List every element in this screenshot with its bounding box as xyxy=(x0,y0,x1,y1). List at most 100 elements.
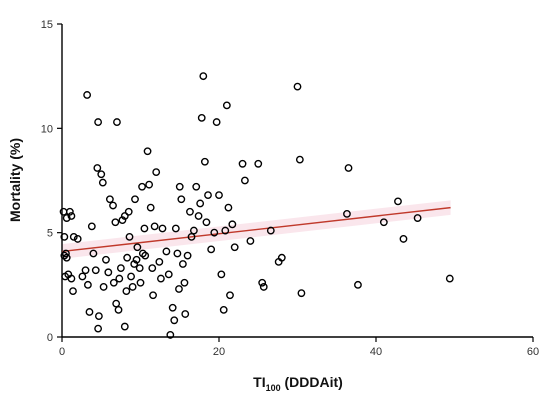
data-point xyxy=(94,312,103,321)
data-point xyxy=(120,212,129,220)
data-point xyxy=(127,272,135,281)
data-point xyxy=(131,195,139,204)
x-tick-label: 20 xyxy=(213,346,225,358)
data-point xyxy=(62,214,71,222)
data-point xyxy=(186,207,194,216)
data-point xyxy=(189,226,198,235)
data-point xyxy=(258,278,267,287)
axes xyxy=(61,24,533,338)
data-point xyxy=(125,232,134,241)
data-point xyxy=(132,255,141,264)
data-point xyxy=(157,274,165,283)
data-point xyxy=(183,251,192,260)
data-point xyxy=(155,257,164,266)
x-axis-title: TI100 (DDDAit) xyxy=(253,374,343,393)
data-point xyxy=(118,216,127,225)
x-tick-label: 60 xyxy=(527,346,539,358)
ticks: 0 5 10 15 0 20 40 60 xyxy=(41,19,539,358)
data-point xyxy=(89,249,98,258)
data-point xyxy=(148,264,157,273)
data-point xyxy=(295,155,304,164)
data-point xyxy=(241,176,249,185)
data-point xyxy=(85,308,94,316)
data-point xyxy=(399,235,408,243)
y-axis-title: Mortality (%) xyxy=(7,138,23,222)
data-point xyxy=(73,235,82,243)
data-point xyxy=(99,283,108,291)
data-point xyxy=(114,305,123,314)
data-point xyxy=(83,91,92,99)
data-point xyxy=(394,197,402,206)
data-point xyxy=(445,274,454,283)
data-point xyxy=(224,203,233,212)
data-point xyxy=(192,182,201,191)
data-point xyxy=(69,232,78,241)
x-axis-title-main: TI xyxy=(253,374,265,390)
data-point xyxy=(210,228,219,237)
data-point xyxy=(145,180,154,189)
data-point xyxy=(177,195,186,204)
data-point xyxy=(219,305,228,314)
data-point xyxy=(230,243,239,252)
data-point xyxy=(277,253,286,262)
data-point xyxy=(379,218,388,227)
data-point xyxy=(199,72,208,81)
data-point xyxy=(60,232,69,241)
data-point xyxy=(65,207,74,216)
data-point xyxy=(120,322,129,331)
data-point xyxy=(141,251,150,260)
data-point xyxy=(297,289,306,298)
data-point xyxy=(135,264,144,273)
data-point xyxy=(212,118,221,126)
data-point xyxy=(180,278,189,287)
data-point xyxy=(171,224,180,233)
data-point xyxy=(164,270,173,279)
data-point xyxy=(112,299,121,308)
data-point xyxy=(113,118,121,126)
data-point xyxy=(116,264,125,273)
data-point xyxy=(175,182,184,191)
data-point xyxy=(246,237,255,245)
data-point xyxy=(104,268,113,277)
data-point xyxy=(93,164,102,172)
data-point xyxy=(178,260,187,268)
data-point xyxy=(123,253,132,262)
x-tick-label: 40 xyxy=(370,346,382,358)
data-points xyxy=(59,72,454,339)
data-point xyxy=(140,224,149,233)
y-tick-label: 15 xyxy=(41,19,53,31)
data-point xyxy=(200,157,209,166)
data-point xyxy=(194,212,203,220)
x-axis-title-subscript: 100 xyxy=(266,383,281,393)
trend-line-layer xyxy=(61,206,451,253)
data-point xyxy=(293,82,302,91)
data-point xyxy=(226,291,234,300)
data-point xyxy=(78,272,87,281)
data-point xyxy=(98,178,107,187)
data-point xyxy=(143,147,152,156)
data-point xyxy=(138,182,146,191)
data-point xyxy=(94,118,103,126)
data-point xyxy=(128,283,137,291)
y-tick-label: 5 xyxy=(47,228,53,240)
data-point xyxy=(202,218,211,227)
data-point xyxy=(254,159,263,168)
data-point xyxy=(146,203,155,212)
data-point xyxy=(162,247,171,256)
x-axis-title-suffix: (DDDAit) xyxy=(281,374,343,390)
data-point xyxy=(102,255,110,264)
data-point xyxy=(166,331,175,339)
data-point xyxy=(173,249,182,258)
data-point xyxy=(122,287,131,295)
data-point xyxy=(238,159,247,168)
data-point xyxy=(84,280,92,289)
data-point xyxy=(259,283,268,291)
data-point xyxy=(97,170,106,179)
data-point xyxy=(62,253,71,262)
data-point xyxy=(343,209,351,218)
data-point xyxy=(91,266,100,275)
data-point xyxy=(124,207,133,216)
data-point xyxy=(344,164,353,172)
data-point xyxy=(266,226,275,235)
